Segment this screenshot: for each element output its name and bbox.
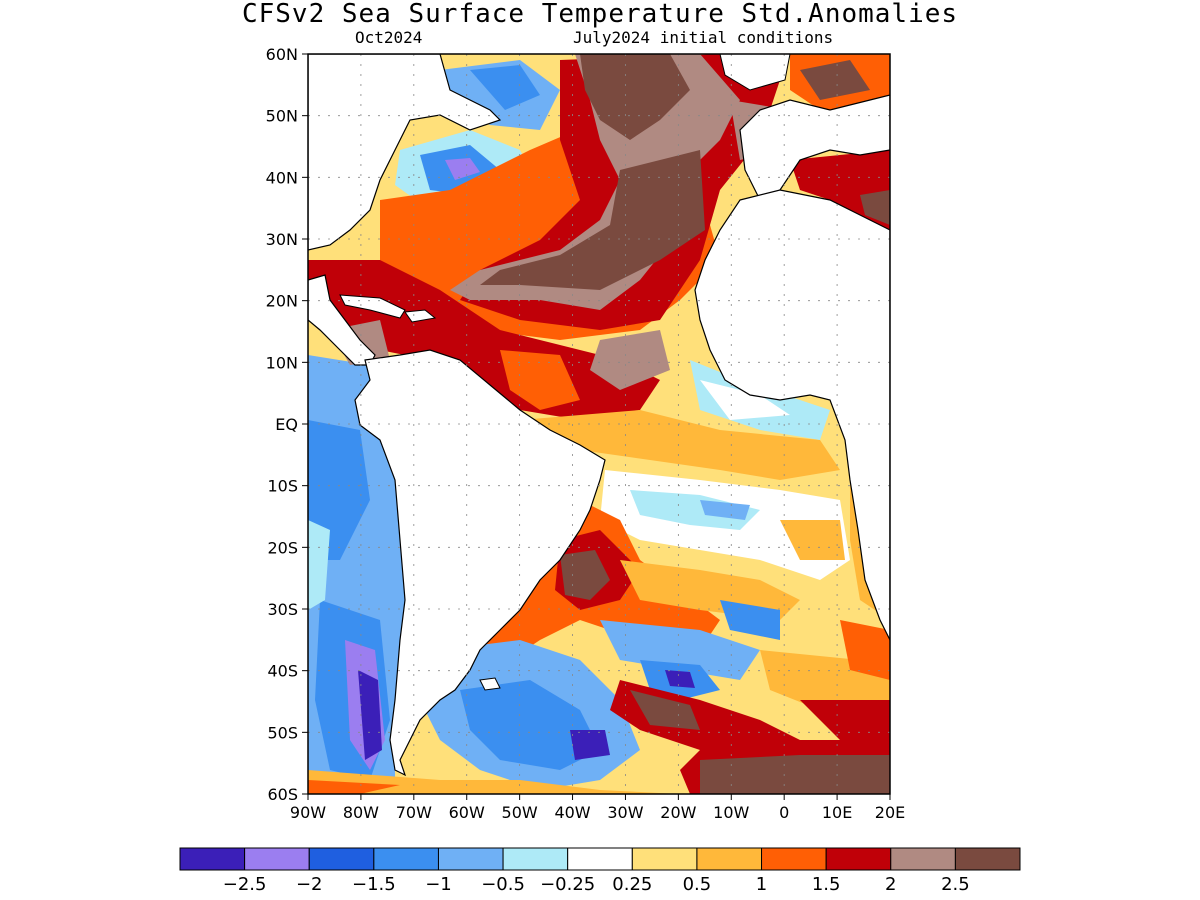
colorbar-swatch — [437, 847, 504, 871]
lat-lon-grid — [308, 54, 890, 794]
colorbar-swatch — [954, 847, 1021, 871]
lon-label: 60W — [449, 803, 485, 822]
initial-conditions-label: July2024 initial conditions — [573, 28, 834, 47]
colorbar-label: 1 — [756, 874, 767, 895]
colorbar-swatch — [696, 847, 763, 871]
lat-label: 30S — [267, 600, 298, 619]
colorbar-swatch — [825, 847, 892, 871]
lat-label: 50S — [267, 723, 298, 742]
colorbar-label: −0.25 — [540, 874, 595, 895]
north-america-landmass — [308, 54, 502, 251]
lat-label: 40S — [267, 662, 298, 681]
south-america-landmass — [354, 349, 606, 777]
colorbar-label: −1 — [425, 874, 452, 895]
sst-anomaly-field — [308, 54, 890, 794]
forecast-month: Oct2024 — [355, 28, 423, 47]
chart-title: CFSv2 Sea Surface Temperature Std.Anomal… — [241, 0, 959, 29]
longitude-axis: 90W 80W 70W 60W 50W 40W 30W 20W 10W 0 10E 20E — [290, 794, 905, 822]
lon-label: 80W — [343, 803, 379, 822]
colorbar-label: 0.5 — [683, 874, 712, 895]
lon-label: 20W — [660, 803, 696, 822]
lat-label: 40N — [266, 168, 298, 187]
lon-label: 10W — [713, 803, 749, 822]
colorbar-label: 2 — [885, 874, 896, 895]
colorbar: −2.5 −2 −1.5 −1 −0.5 −0.25 0.25 0.5 1 1.5 2 2.5 — [179, 847, 1021, 895]
colorbar-swatch — [244, 847, 310, 871]
africa-landmass — [694, 189, 890, 641]
lat-label: 60N — [266, 45, 298, 64]
colorbar-swatch — [308, 847, 375, 871]
colorbar-swatch — [631, 847, 698, 871]
lat-label: 30N — [266, 230, 298, 249]
latitude-axis: 60N 50N 40N 30N 20N 10N EQ 10S 20S 30S 40S 50S 60S — [266, 45, 308, 804]
colorbar-label: −0.5 — [481, 874, 525, 895]
lon-label: 50W — [502, 803, 538, 822]
lat-label: 50N — [266, 107, 298, 126]
lon-label: 20E — [875, 803, 905, 822]
colorbar-label: −1.5 — [352, 874, 396, 895]
lat-label: EQ — [275, 415, 298, 434]
colorbar-label: 0.25 — [612, 874, 652, 895]
colorbar-swatch — [890, 847, 956, 871]
colorbar-label: 1.5 — [812, 874, 841, 895]
lon-label: 70W — [396, 803, 432, 822]
colorbar-swatch — [567, 847, 633, 871]
colorbar-label: 2.5 — [941, 874, 970, 895]
colorbar-label: −2 — [296, 874, 323, 895]
lon-label: 30W — [607, 803, 643, 822]
lat-label: 60S — [267, 785, 298, 804]
lat-label: 20N — [266, 292, 298, 311]
lon-label: 10E — [822, 803, 852, 822]
lon-label: 90W — [290, 803, 326, 822]
colorbar-swatch — [179, 847, 246, 871]
colorbar-swatch — [761, 847, 827, 871]
lon-label: 0 — [779, 803, 789, 822]
colorbar-swatch — [502, 847, 569, 871]
colorbar-label: −2.5 — [223, 874, 267, 895]
europe-landmass — [739, 94, 890, 201]
lon-label: 40W — [554, 803, 590, 822]
lat-label: 10N — [266, 353, 298, 372]
lat-label: 10S — [267, 477, 298, 496]
colorbar-swatch — [373, 847, 439, 871]
lat-label: 20S — [267, 538, 298, 557]
